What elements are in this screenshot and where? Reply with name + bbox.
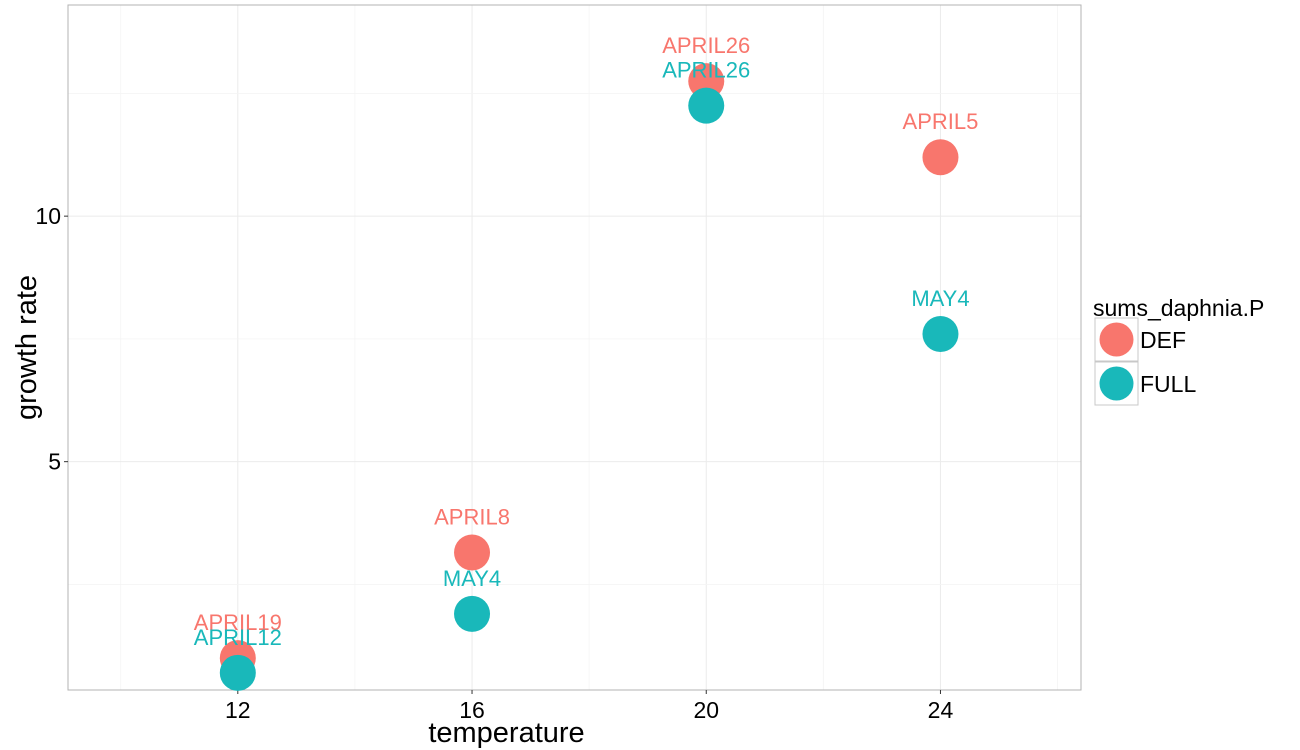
y-axis-title: growth rate [11, 275, 43, 420]
point-full [454, 595, 491, 632]
point-label-full: APRIL12 [194, 625, 282, 650]
legend: sums_daphnia.P DEF FULL [1093, 295, 1264, 406]
legend-swatch-def [1099, 322, 1134, 357]
point-label-def: APRIL26 [662, 33, 750, 58]
data-points [219, 63, 959, 691]
point-full [922, 315, 959, 352]
point-label-full: MAY4 [443, 566, 501, 591]
point-label-full: MAY4 [911, 286, 969, 311]
point-full [219, 654, 256, 691]
point-full [688, 87, 725, 124]
point-label-def: APRIL5 [903, 109, 979, 134]
x-tick-label: 16 [459, 697, 485, 723]
y-tick-label: 10 [35, 203, 61, 229]
x-tick-label: 24 [928, 697, 954, 723]
plot-panel [67, 4, 1082, 691]
point-def [922, 139, 959, 176]
axes: 12 16 20 24 5 10 [35, 203, 953, 723]
x-tick-label: 20 [693, 697, 719, 723]
y-tick-label: 5 [48, 449, 61, 475]
point-def [454, 534, 491, 571]
legend-title: sums_daphnia.P [1093, 295, 1264, 321]
legend-swatch-full [1099, 366, 1134, 401]
legend-label-full: FULL [1140, 371, 1196, 397]
x-tick-label: 12 [225, 697, 251, 723]
point-label-def: APRIL8 [434, 505, 510, 530]
grid-lines [68, 5, 1081, 690]
point-label-def: APRIL19 [194, 610, 282, 635]
x-axis-title: temperature [428, 717, 584, 749]
point-labels: APRIL19 APRIL8 APRIL26 APRIL5 APRIL12 MAY4 APR… [194, 33, 979, 650]
legend-label-def: DEF [1140, 327, 1186, 353]
point-label-full: APRIL26 [662, 58, 750, 83]
